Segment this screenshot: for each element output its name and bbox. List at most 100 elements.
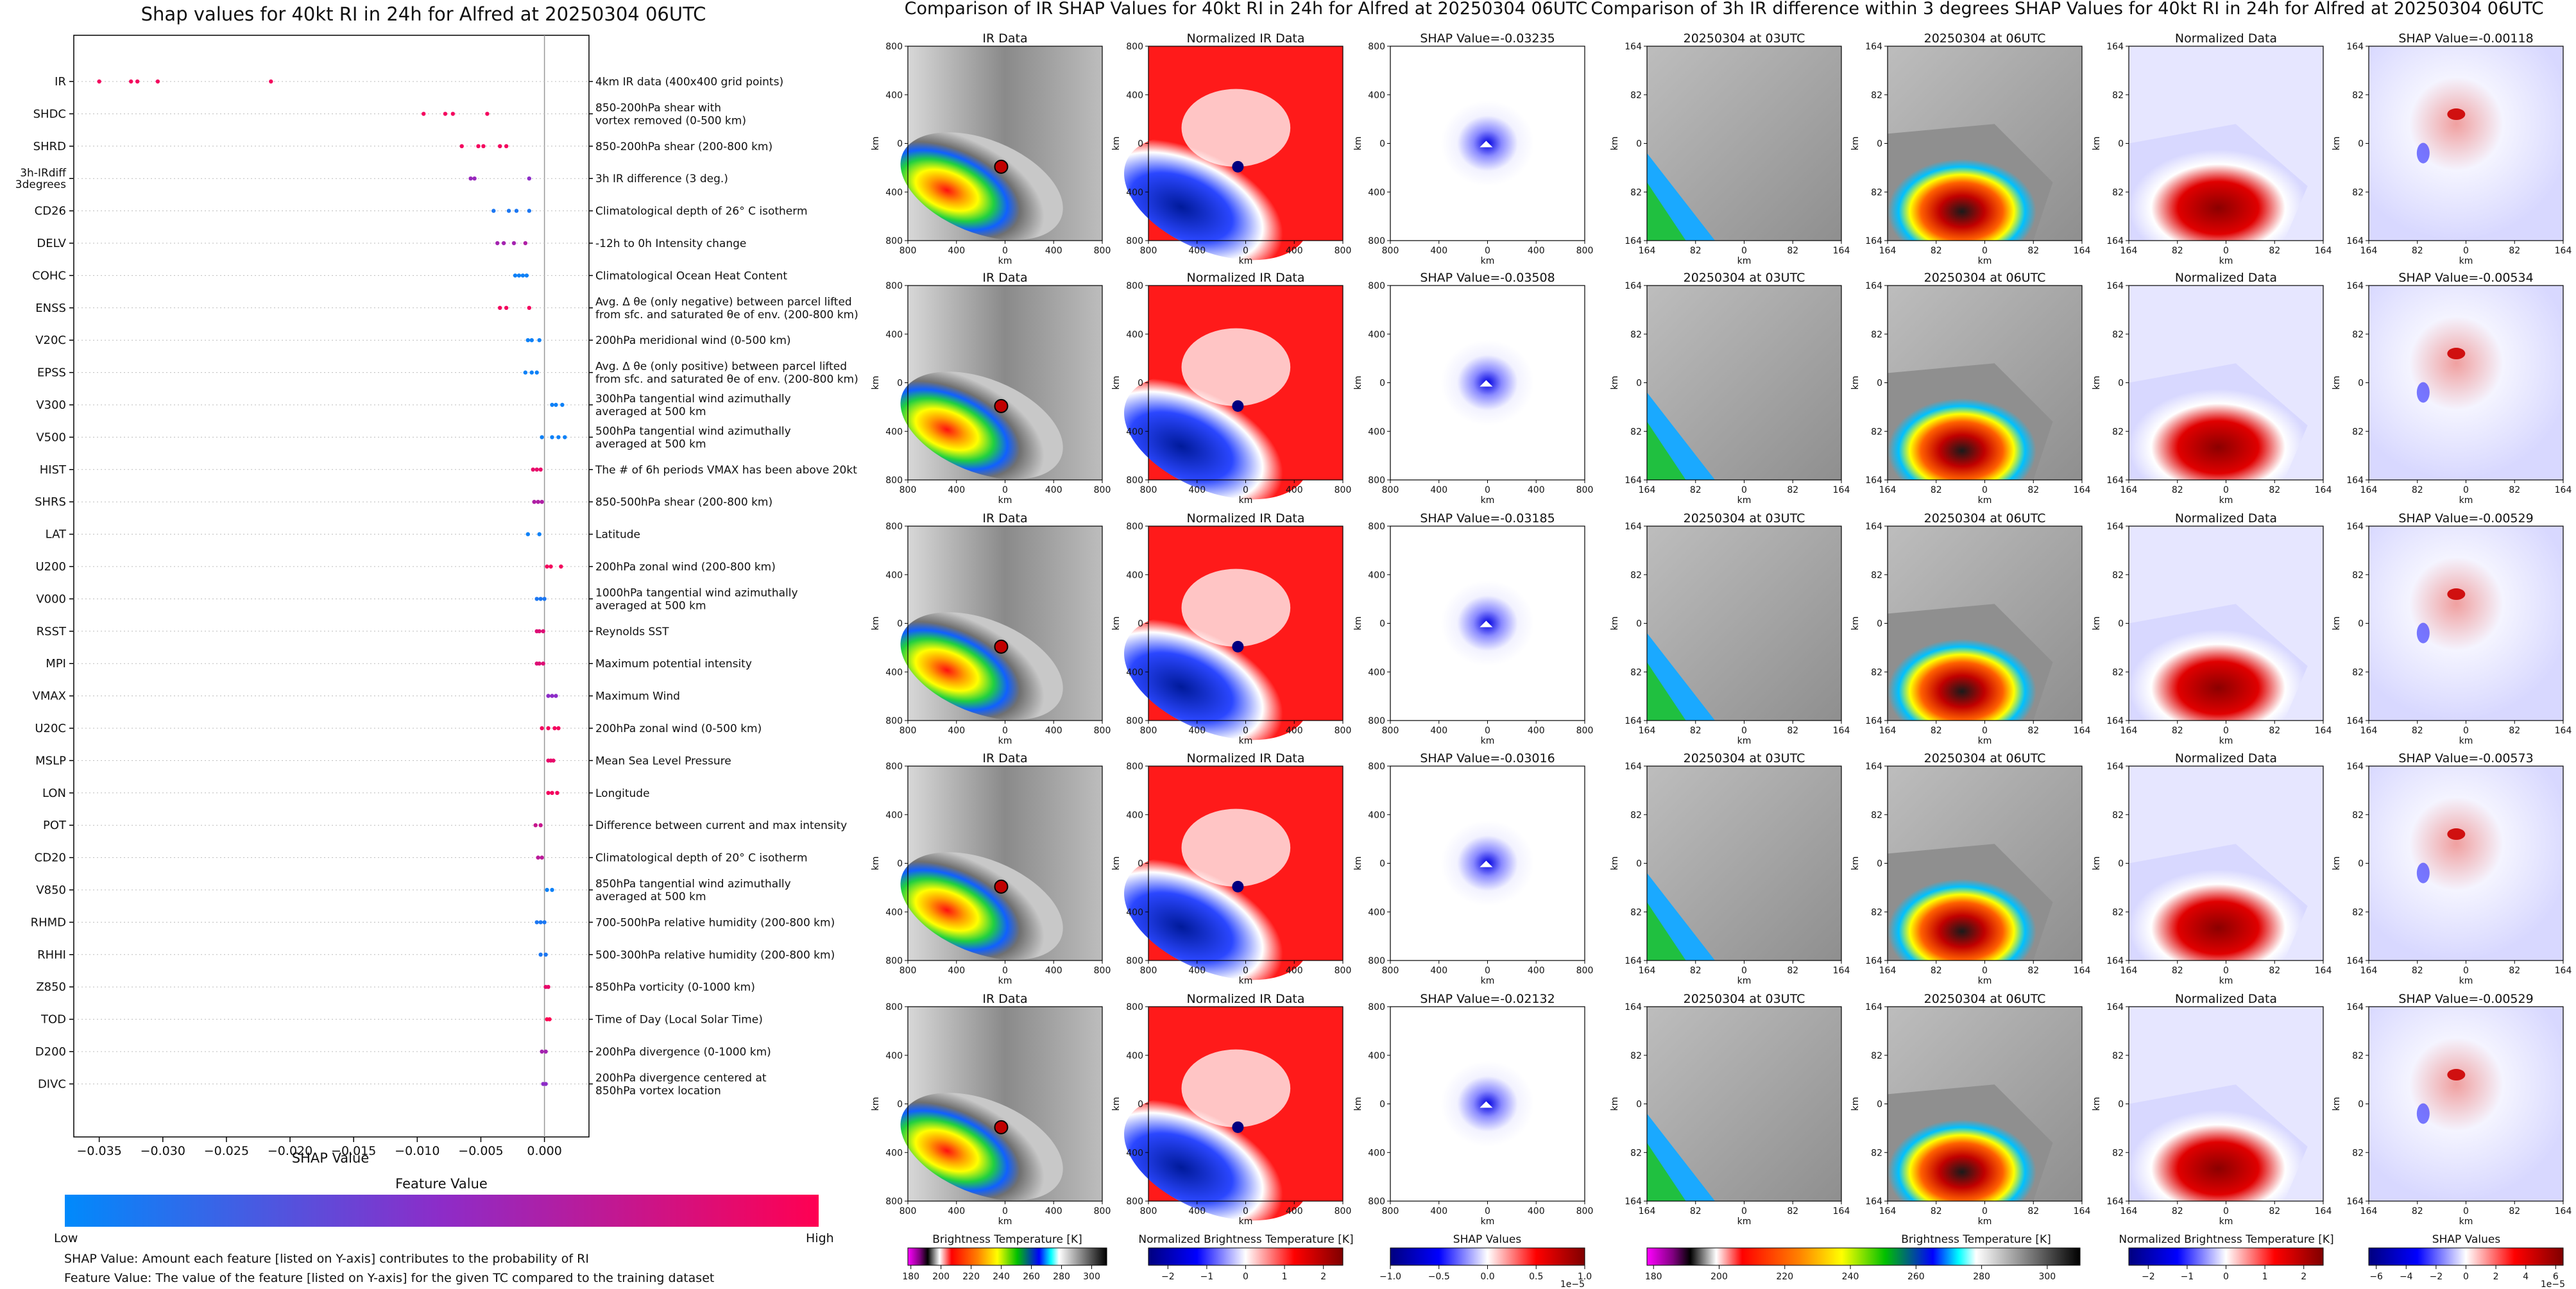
colorbar-tick-label: 240 [993,1272,1010,1282]
subplot-title: 20250304 at 03UTC [1684,271,1805,285]
x-axis-label: km [1737,256,1752,266]
feature-description: 200hPa meridional wind (0-500 km) [595,334,791,347]
subplot-title: IR Data [982,992,1027,1006]
x-tick-label: 800 [1335,246,1352,256]
y-tick-label: 400 [1368,907,1385,918]
shap-eye-notch [1480,1101,1493,1108]
y-tick-label: 82 [1871,1148,1882,1158]
y-axis-label: km [2092,376,2102,390]
x-axis-label: km [1481,736,1495,746]
y-tick-label: 82 [2352,667,2364,678]
x-axis-label: km [2459,1216,2473,1227]
x-tick-label: 800 [1140,485,1157,495]
x-tick-label: −0.020 [268,1144,312,1158]
y-tick-label: 164 [1625,236,1642,246]
x-tick-label: 164 [1639,966,1656,976]
shap-point [540,435,544,440]
y-tick-label: 0 [1636,1100,1642,1110]
y-tick-label: 82 [2352,1051,2364,1061]
x-tick-label: 82 [2412,726,2423,736]
right-cbar2-label: Normalized Brightness Temperature [K] [2119,1233,2333,1246]
x-tick-label: 800 [1140,246,1157,256]
subplot-title: IR Data [982,751,1027,765]
y-tick-label: 82 [1871,427,1882,437]
shap-point [540,1049,544,1054]
shap-point [545,887,549,892]
normalized-eye [1232,640,1244,653]
y-tick-label: 800 [885,1002,903,1012]
y-tick-label: 800 [1368,475,1385,486]
mid-cbar2-label: Normalized Brightness Temperature [K] [1138,1233,1353,1246]
y-tick-label: 0 [1138,1100,1143,1110]
shap-point [559,564,563,569]
shap-point [549,564,553,569]
x-tick-label: 82 [1931,726,1942,736]
x-tick-label: 82 [1787,485,1798,495]
shap-point [556,435,561,440]
x-tick-label: 82 [2509,1206,2520,1216]
ir-06utc-cloud [1888,1084,2053,1201]
y-tick-label: 0 [2118,859,2124,869]
shap-point [524,273,529,278]
x-axis-label: km [2219,1216,2233,1227]
x-tick-label: 82 [1931,246,1942,256]
right-colorbars: Brightness Temperature [K] 180 200 220 240 2… [1645,1233,2565,1289]
x-tick-label: 164 [1833,246,1850,256]
y-axis-label: km [2332,376,2342,390]
y-tick-label: 164 [1865,716,1882,726]
x-tick-label: 82 [1690,246,1702,256]
shap-point [481,144,486,148]
x-tick-label: 82 [1931,966,1942,976]
colorbar-tick-label: 280 [1053,1272,1070,1282]
x-tick-label: 400 [948,726,965,736]
left-panel-title: Shap values for 40kt RI in 24h for Alfre… [141,3,706,25]
x-tick-label: 164 [1639,485,1656,495]
x-tick-label: 800 [1335,1206,1352,1216]
y-tick-label: 800 [1126,1002,1143,1012]
x-tick-label: 82 [2412,246,2423,256]
shap-point [501,241,506,246]
shap-point [485,112,490,116]
shap-point [534,370,539,375]
x-tick-label: 0 [1982,246,1988,256]
shap-point [550,694,554,698]
subplot-title: IR Data [982,511,1027,525]
y-tick-label: 164 [2106,1197,2124,1207]
x-tick-label: 0 [1741,246,1747,256]
x-tick-label: 82 [2509,966,2520,976]
feature-description: averaged at 500 km [595,438,706,450]
shap-point [498,305,502,310]
x-axis-label: km [2219,256,2233,266]
subplot-title: IR Data [982,271,1027,285]
x-tick-label: 0 [1982,726,1988,736]
colorbar-tick-label: 180 [902,1272,919,1282]
y-tick-label: 400 [1368,667,1385,678]
right-cbar1 [1646,1247,2081,1266]
diff-shap-map [2369,46,2563,241]
shap-point [554,402,558,407]
feature-label: RHMD [31,916,66,929]
x-axis-label: km [1239,495,1253,506]
x-tick-label: 400 [1188,966,1206,976]
normalized-bands [1181,89,1291,167]
x-tick-label: 800 [1576,246,1594,256]
shap-point [513,273,518,278]
colorbar-tick-label: −0.5 [1428,1272,1450,1282]
subplot-title: SHAP Value=-0.03235 [1420,31,1555,46]
ir-03utc-core [1647,422,1686,480]
x-axis-label: km [2459,976,2473,986]
shap-point [498,144,502,148]
subplot-title: SHAP Value=-0.00529 [2398,992,2533,1006]
y-tick-label: 400 [885,90,903,101]
y-axis-label: km [1610,1097,1620,1111]
subplot-title: 20250304 at 06UTC [1924,31,2046,46]
feature-description: 200hPa zonal wind (0-500 km) [595,722,762,735]
x-tick-label: 800 [900,485,917,495]
feature-label: HIST [40,463,67,477]
x-tick-label: 164 [2555,1206,2572,1216]
colorbar-tick-label: 220 [962,1272,980,1282]
shap-point [523,241,528,246]
y-tick-label: 82 [2112,90,2124,101]
y-tick-label: 0 [1379,619,1385,629]
x-tick-label: 0 [1002,246,1008,256]
